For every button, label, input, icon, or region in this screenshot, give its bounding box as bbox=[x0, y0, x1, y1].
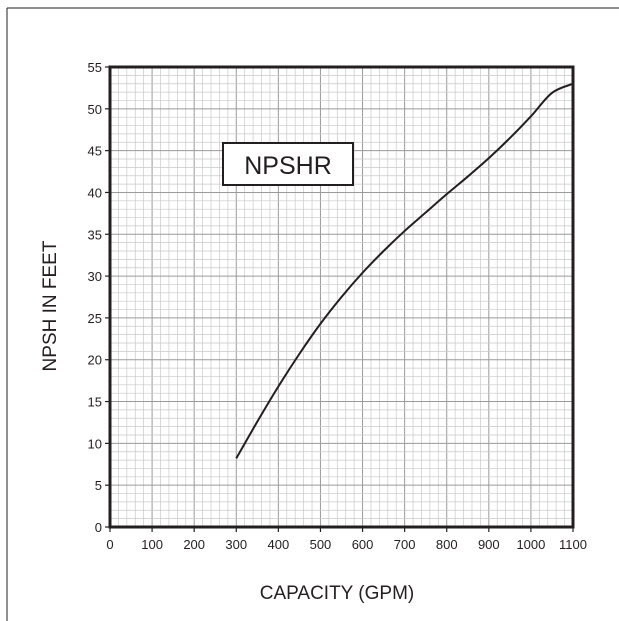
y-tick-label: 30 bbox=[88, 269, 102, 284]
x-axis-label: CAPACITY (GPM) bbox=[260, 583, 414, 604]
x-tick-label: 1100 bbox=[559, 537, 587, 552]
y-tick-label: 45 bbox=[88, 144, 102, 159]
plot-area-border bbox=[108, 65, 575, 529]
y-tick-label: 0 bbox=[95, 520, 102, 535]
x-tick-label: 900 bbox=[478, 537, 500, 552]
npshr-curve bbox=[235, 82, 574, 459]
x-tick-label: 600 bbox=[352, 537, 374, 552]
y-tick-label: 35 bbox=[88, 227, 102, 242]
y-tick-label: 40 bbox=[88, 185, 102, 200]
y-tick-label: 5 bbox=[95, 478, 102, 493]
x-tick-label: 1000 bbox=[516, 537, 545, 552]
x-tick-label: 500 bbox=[310, 537, 332, 552]
x-tick-label: 400 bbox=[268, 537, 290, 552]
x-tick-label: 0 bbox=[106, 537, 113, 552]
axis-ticks: 0 100 200 300 400 500 600 700 800 900 1000 1100 0 5 10… bbox=[88, 60, 587, 552]
x-tick-label: 200 bbox=[183, 537, 205, 552]
plot-grid bbox=[109, 66, 574, 528]
plot-series bbox=[235, 82, 574, 459]
x-tick-label: 700 bbox=[394, 537, 416, 552]
y-tick-label: 50 bbox=[88, 102, 102, 117]
y-tick-label: 20 bbox=[88, 353, 102, 368]
y-tick-label: 55 bbox=[88, 60, 102, 75]
x-tick-label: 800 bbox=[436, 537, 458, 552]
title-box-frame bbox=[222, 142, 354, 186]
chart-title: NPSHR bbox=[244, 152, 332, 180]
chart-title-box: NPSHR bbox=[222, 142, 354, 186]
x-tick-label: 300 bbox=[225, 537, 247, 552]
y-tick-label: 10 bbox=[88, 436, 102, 451]
y-tick-label: 15 bbox=[88, 395, 102, 410]
x-tick-label: 100 bbox=[141, 537, 163, 552]
y-tick-label: 25 bbox=[88, 311, 102, 326]
y-axis-label: NPSH IN FEET bbox=[40, 240, 61, 371]
